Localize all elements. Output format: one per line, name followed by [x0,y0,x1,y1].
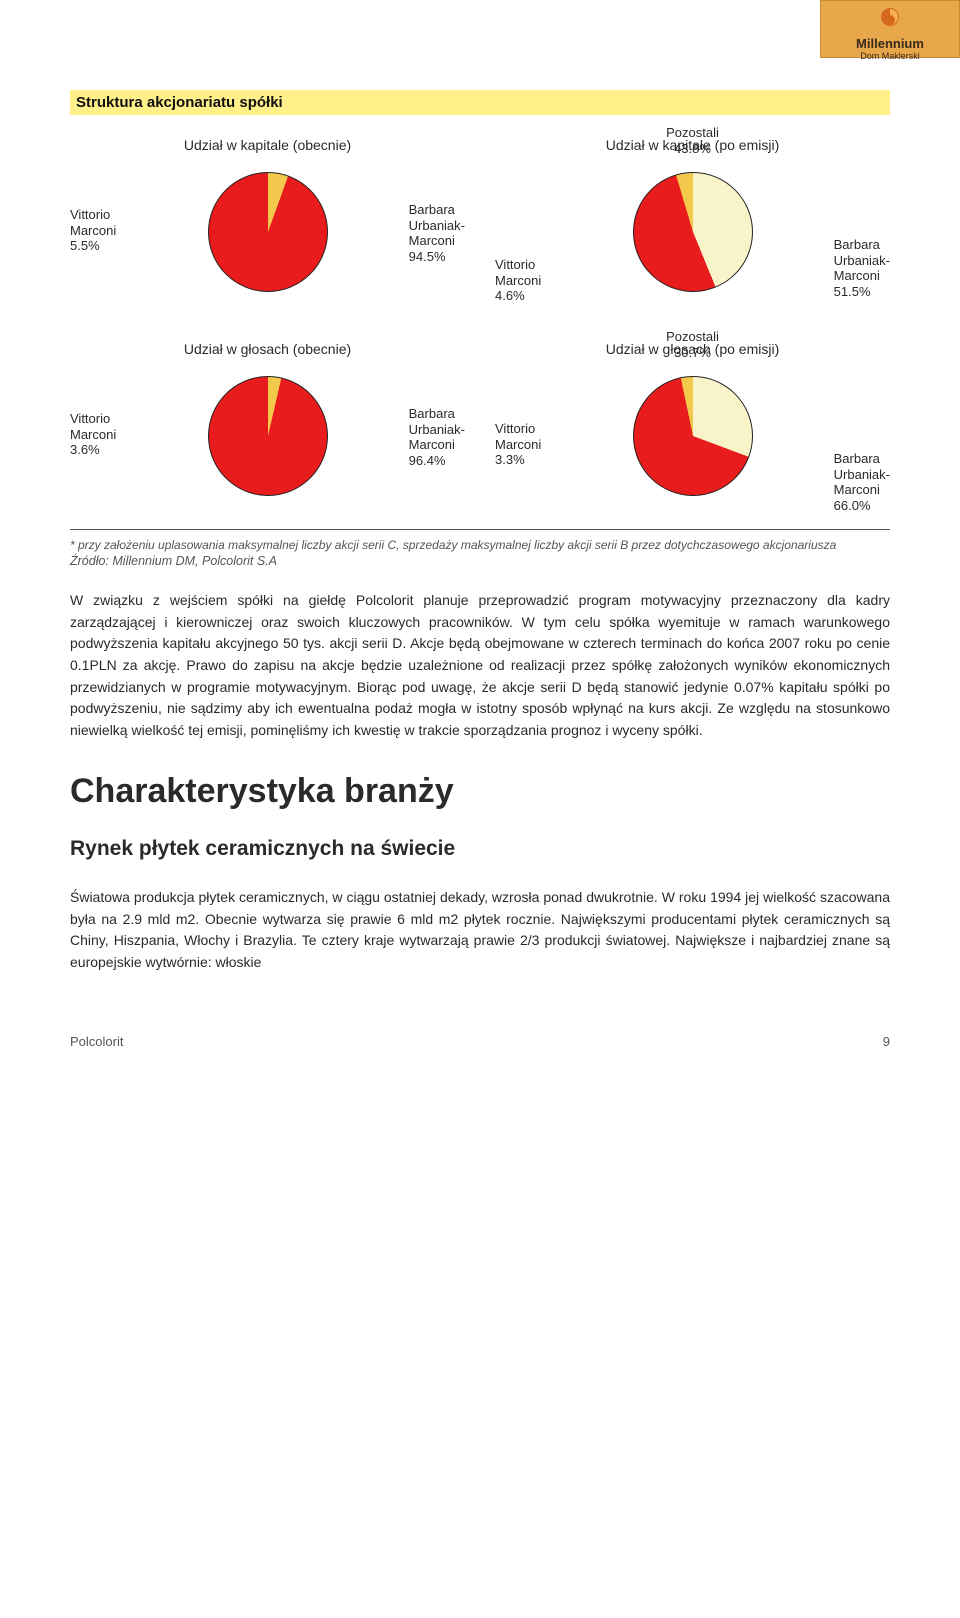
pie-label-pozostali: Pozostali43.8% [666,125,719,156]
pie-label-barbara: BarbaraUrbaniak-Marconi66.0% [834,451,890,513]
chart-capital-now: Udział w kapitale (obecnie) VittorioMarc… [70,137,465,307]
heading-1: Charakterystyka branży [70,772,890,811]
pie-label-vittorio: VittorioMarconi4.6% [495,257,541,304]
chart-votes-now: Udział w głosach (obecnie) VittorioMarco… [70,341,465,511]
chart-title: Udział w głosach (obecnie) [70,341,465,357]
heading-2: Rynek płytek ceramicznych na świecie [70,837,890,861]
section-title: Struktura akcjonariatu spółki [70,90,890,115]
pie-label-pozostali: Pozostali30.7% [666,329,719,360]
pie-label-barbara: BarbaraUrbaniak-Marconi51.5% [834,237,890,299]
chart-footnote: * przy założeniu uplasowania maksymalnej… [70,538,890,552]
pie-chart [208,172,328,292]
chart-title: Udział w kapitale (obecnie) [70,137,465,153]
pie-label-vittorio: VittorioMarconi3.6% [70,411,116,458]
chart-votes-post: Udział w głosach (po emisji) Pozostali30… [495,341,890,511]
logo-line2: Dom Maklerski [821,51,959,61]
page-footer: Polcolorit 9 [70,1034,890,1049]
pie-label-barbara: BarbaraUrbaniak-Marconi96.4% [409,406,465,468]
pie-chart [633,376,753,496]
logo-line1: Millennium [821,36,959,51]
pie-chart [208,376,328,496]
body-paragraph-1: W związku z wejściem spółki na giełdę Po… [70,590,890,742]
footer-page-number: 9 [883,1034,890,1049]
footer-left: Polcolorit [70,1034,123,1049]
swirl-icon [878,5,902,29]
divider [70,529,890,530]
pie-label-barbara: BarbaraUrbaniak-Marconi94.5% [409,202,465,264]
pie-label-vittorio: VittorioMarconi5.5% [70,207,116,254]
chart-source: Źródło: Millennium DM, Polcolorit S.A [70,554,890,568]
chart-capital-post: Udział w kapitale (po emisji) Pozostali4… [495,137,890,307]
body-paragraph-2: Światowa produkcja płytek ceramicznych, … [70,887,890,974]
pie-label-vittorio: VittorioMarconi3.3% [495,421,541,468]
pie-chart [633,172,753,292]
brand-logo: Millennium Dom Maklerski [820,0,960,58]
